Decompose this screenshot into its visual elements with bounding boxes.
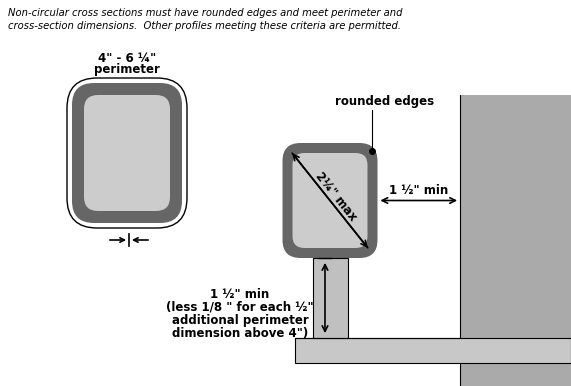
FancyBboxPatch shape [72, 83, 182, 223]
Polygon shape [295, 338, 571, 363]
Text: cross-section dimensions.  Other profiles meeting these criteria are permitted.: cross-section dimensions. Other profiles… [8, 21, 401, 31]
FancyBboxPatch shape [283, 143, 377, 258]
Text: 1 ½" min: 1 ½" min [389, 183, 448, 196]
Polygon shape [460, 95, 571, 386]
Text: 1 ½" min: 1 ½" min [210, 288, 270, 301]
Text: 2¼" max: 2¼" max [313, 169, 359, 223]
Text: dimension above 4"): dimension above 4") [172, 327, 308, 340]
Text: (less 1/8 " for each ½": (less 1/8 " for each ½" [166, 301, 314, 314]
Text: rounded edges: rounded edges [335, 95, 435, 108]
FancyBboxPatch shape [67, 78, 187, 228]
Polygon shape [312, 258, 348, 338]
Text: 4" - 6 ¼": 4" - 6 ¼" [98, 52, 156, 65]
Text: additional perimeter: additional perimeter [172, 314, 308, 327]
FancyBboxPatch shape [292, 153, 368, 248]
FancyBboxPatch shape [84, 95, 170, 211]
Text: Non-circular cross sections must have rounded edges and meet perimeter and: Non-circular cross sections must have ro… [8, 8, 403, 18]
Text: perimeter: perimeter [94, 63, 160, 76]
